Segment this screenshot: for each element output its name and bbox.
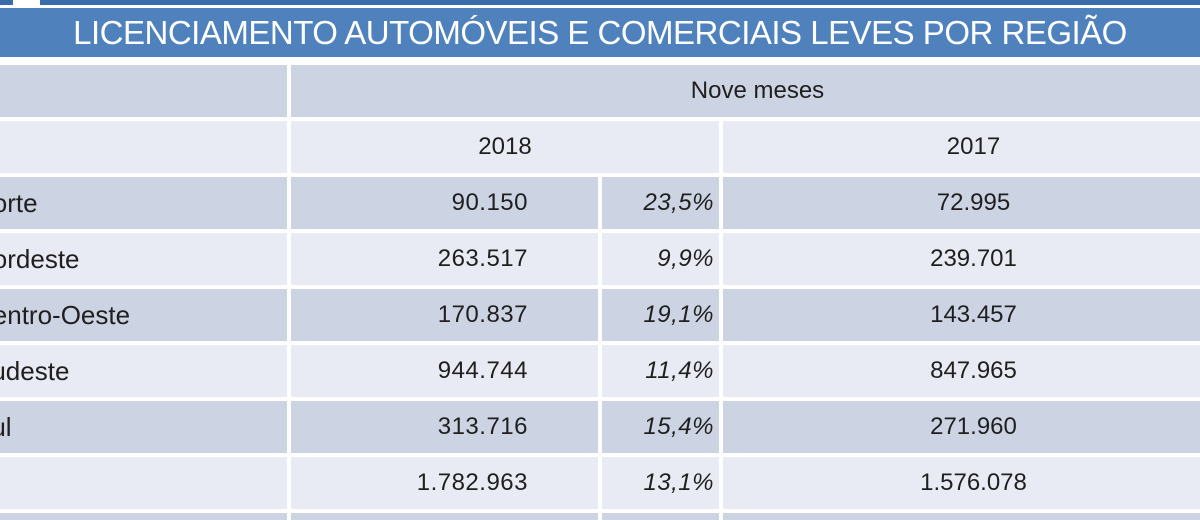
value-2018: 944.744 [291, 345, 598, 397]
value-2017: 239.701 [723, 233, 1200, 285]
value-2018: 170.837 [291, 289, 598, 341]
pct-change: 23,5% [602, 177, 719, 229]
year-2017-header: 2017 [723, 121, 1200, 173]
region-label: Sudeste [0, 345, 287, 397]
region-label: Centro-Oeste [0, 289, 287, 341]
total-value-2017: 1.576.078 [723, 457, 1200, 509]
clipped-row-cell [0, 513, 287, 520]
top-accent-strip [0, 0, 1200, 5]
title-bar: LICENCIAMENTO AUTOMÓVEIS E COMERCIAIS LE… [0, 8, 1200, 57]
pct-change: 9,9% [602, 233, 719, 285]
clipped-row-cell [723, 513, 1200, 520]
value-2018: 263.517 [291, 233, 598, 285]
slide-title: LICENCIAMENTO AUTOMÓVEIS E COMERCIAIS LE… [73, 13, 1127, 51]
total-label-empty-cell [0, 457, 287, 509]
pct-change: 19,1% [602, 289, 719, 341]
top-accent-strip-gap [13, 0, 40, 5]
label-header-empty-cell [0, 121, 287, 173]
value-2017: 271.960 [723, 401, 1200, 453]
region-label: Sul [0, 401, 287, 453]
pct-change: 11,4% [602, 345, 719, 397]
clipped-row-cell [291, 513, 598, 520]
value-2017: 847.965 [723, 345, 1200, 397]
year-2018-header: 2018 [291, 121, 719, 173]
pct-change: 15,4% [602, 401, 719, 453]
region-label: Norte [0, 177, 287, 229]
clipped-row-cell [602, 513, 719, 520]
value-2017: 72.995 [723, 177, 1200, 229]
region-table: Nove meses 2018 2017 Norte 90.150 23,5% … [0, 65, 1200, 520]
corner-empty-cell [0, 65, 287, 117]
total-pct-change: 13,1% [602, 457, 719, 509]
total-value-2018: 1.782.963 [291, 457, 598, 509]
region-label: Nordeste [0, 233, 287, 285]
value-2018: 313.716 [291, 401, 598, 453]
period-header-cell: Nove meses [291, 65, 1200, 117]
value-2018: 90.150 [291, 177, 598, 229]
value-2017: 143.457 [723, 289, 1200, 341]
